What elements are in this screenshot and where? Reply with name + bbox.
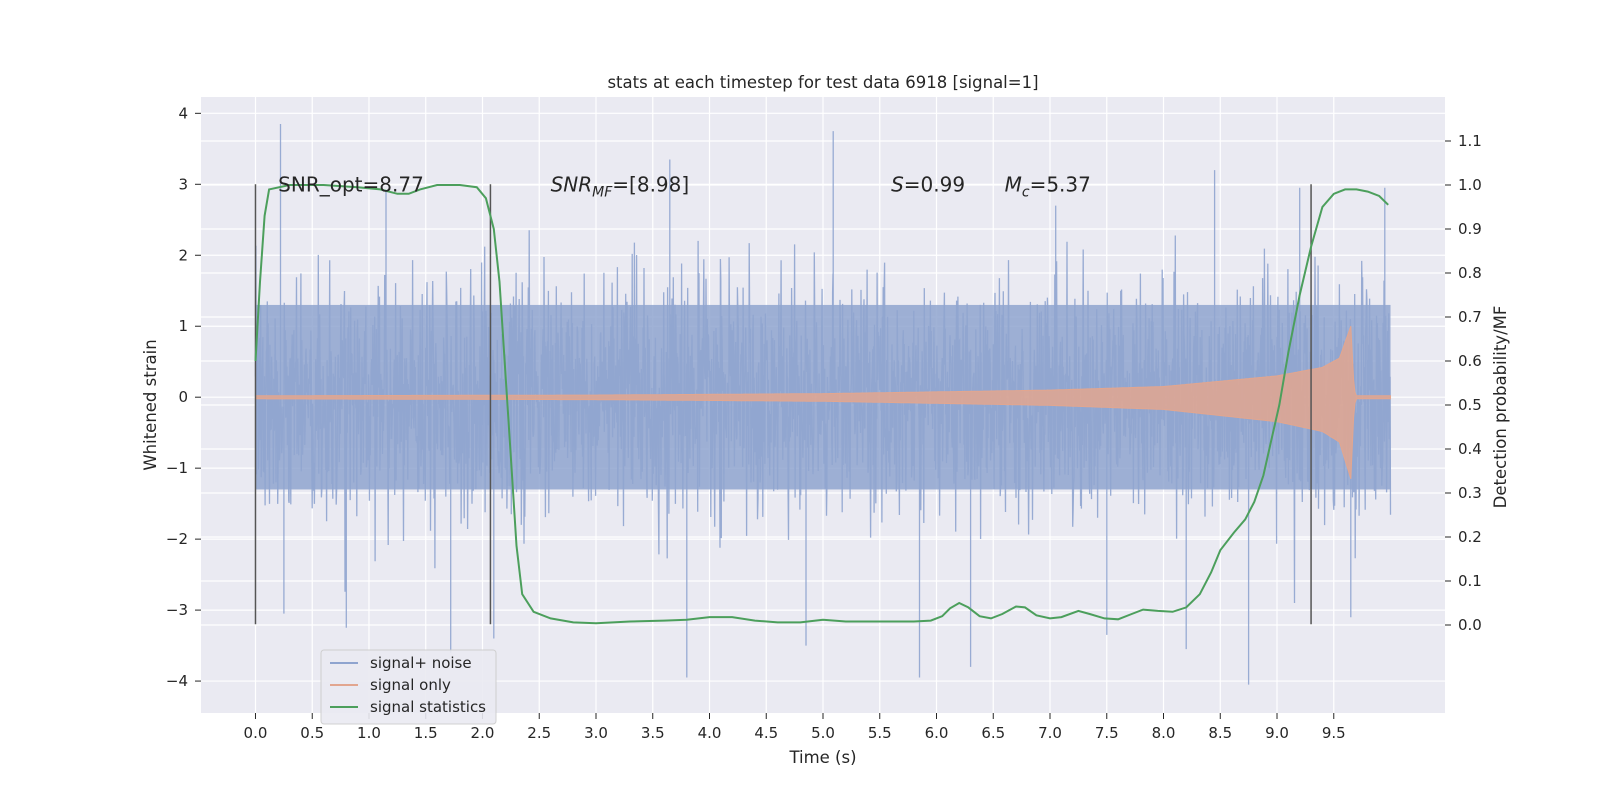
signal-statistics-series [254,184,1389,625]
annotation-snr-opt: SNR_opt=8.77 [278,172,424,196]
x-tick-label: 1.0 [357,724,381,742]
annotations: SNR_opt=8.77 SNRMF=[8.98] S=0.99 Mc=5.37 [278,172,1091,200]
x-tick-label: 5.5 [868,724,892,742]
signal-only-line [255,326,1391,479]
x-tick-label: 8.0 [1152,724,1176,742]
y-tick-label: −1 [166,459,188,477]
chart-title: stats at each timestep for test data 691… [607,73,1038,92]
y-tick-label: 1 [178,317,188,335]
y2-tick-label: 0.4 [1458,440,1482,458]
tick-labels: 0.0 0.5 1.0 1.5 2.0 2.5 3.0 3.5 4.0 4.5 5.0 5.5 6.0 6… [166,104,1482,742]
x-tick-label: 4.5 [754,724,778,742]
y2-tick-label: 0.9 [1458,220,1482,238]
y2-tick-label: 0.8 [1458,264,1482,282]
y2-tick-label: 0.2 [1458,528,1482,546]
annotation-snr-mf: SNRMF=[8.98] [551,172,690,200]
x-tick-label: 1.5 [414,724,438,742]
y-tick-label: 0 [178,388,188,406]
y-tick-label: −2 [166,530,188,548]
x-tick-label: 9.0 [1265,724,1289,742]
x-tick-label: 8.5 [1208,724,1232,742]
legend: signal+ noise signal only signal statist… [320,649,497,725]
y2-tick-label: 1.1 [1458,132,1482,150]
x-tick-label: 6.0 [925,724,949,742]
x-tick-label: 0.5 [300,724,324,742]
x-tick-label: 6.5 [981,724,1005,742]
x-tick-label: 7.5 [1095,724,1119,742]
x-tick-label: 3.0 [584,724,608,742]
x-tick-label: 0.0 [244,724,268,742]
y2-tick-label: 0.7 [1458,308,1482,326]
legend-label-signal-plus-noise: signal+ noise [370,654,472,672]
annotation-s: S=0.99 [891,172,965,196]
legend-label-signal-only: signal only [370,676,451,694]
y-tick-label: 2 [178,246,188,264]
signal-only-series [255,326,1391,479]
x-tick-label: 5.0 [811,724,835,742]
y2-tick-label: 0.5 [1458,396,1482,414]
signal-statistics-line [254,184,1389,625]
y2-axis-label: Detection probability/MF [1491,306,1510,509]
y-tick-label: −3 [166,601,188,619]
vertical-markers [254,184,1312,625]
y2-tick-label: 0.6 [1458,352,1482,370]
y-tick-label: 4 [178,104,188,122]
legend-box [320,649,497,725]
legend-label-signal-statistics: signal statistics [370,698,486,716]
y2-tick-label: 0.1 [1458,572,1482,590]
x-tick-label: 4.0 [698,724,722,742]
y2-tick-label: 0.0 [1458,616,1482,634]
annotation-mc: Mc=5.37 [1005,172,1091,200]
x-tick-label: 3.5 [641,724,665,742]
x-tick-label: 9.5 [1322,724,1346,742]
x-tick-label: 2.5 [527,724,551,742]
y-tick-label: −4 [166,672,188,690]
x-tick-label: 7.0 [1038,724,1062,742]
y2-tick-label: 1.0 [1458,176,1482,194]
y-tick-label: 3 [178,175,188,193]
y2-tick-label: 0.3 [1458,484,1482,502]
x-tick-label: 2.0 [471,724,495,742]
y-axis-label: Whitened strain [141,339,160,470]
x-axis-label: Time (s) [788,748,856,767]
